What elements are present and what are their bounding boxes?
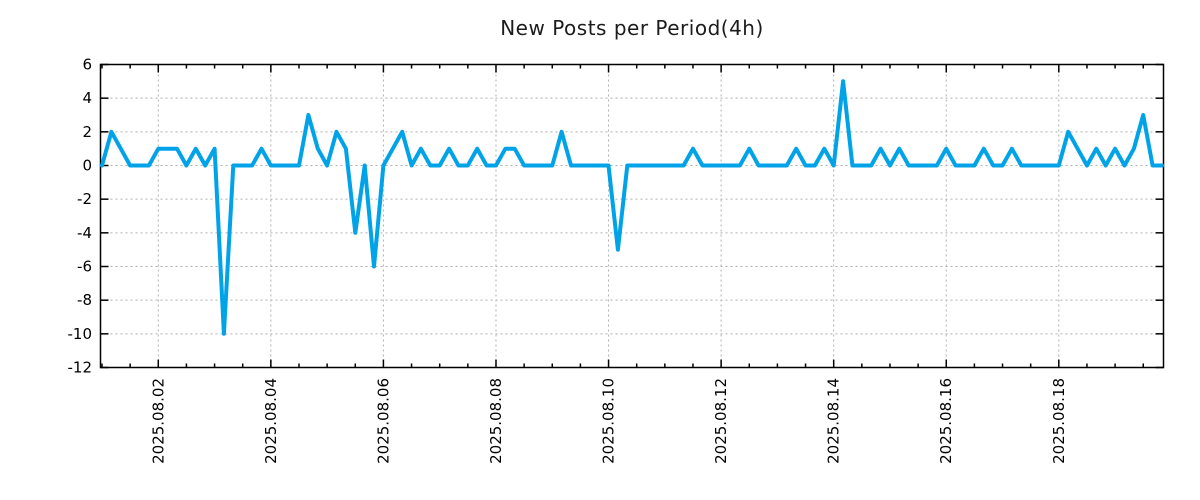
- chart-title: New Posts per Period(4h): [500, 16, 764, 40]
- gridlines: [100, 64, 1164, 368]
- x-tick-label: 2025.08.08: [487, 378, 505, 464]
- y-tick-label: -4: [77, 224, 92, 242]
- x-tick-label: 2025.08.10: [600, 378, 618, 464]
- y-axis-labels: 6 4 2 0 -2 -4 -6 -8 -10 -12: [68, 56, 93, 377]
- data-line: [100, 79, 1164, 336]
- x-tick-label: 2025.08.18: [1050, 378, 1068, 464]
- y-tick-label: -12: [68, 359, 93, 377]
- y-tick-label: 2: [82, 123, 92, 141]
- y-tick-label: 0: [82, 157, 92, 175]
- x-axis-labels: 2025.08.02 2025.08.04 2025.08.06 2025.08.08…: [149, 378, 1068, 464]
- y-tick-label: -2: [77, 190, 92, 208]
- plot-border: [99, 63, 1165, 369]
- y-tick-label: -10: [68, 325, 93, 343]
- tick-marks: [100, 63, 1164, 369]
- x-tick-label: 2025.08.04: [262, 378, 280, 464]
- x-tick-label: 2025.08.12: [712, 378, 730, 464]
- x-tick-label: 2025.08.14: [825, 378, 843, 464]
- y-tick-label: -8: [77, 291, 92, 309]
- x-tick-label: 2025.08.06: [374, 378, 392, 464]
- y-tick-label: 6: [82, 56, 92, 74]
- x-tick-label: 2025.08.16: [937, 378, 955, 464]
- y-tick-label: -6: [77, 258, 92, 276]
- x-tick-label: 2025.08.02: [149, 378, 167, 464]
- y-tick-label: 4: [82, 89, 92, 107]
